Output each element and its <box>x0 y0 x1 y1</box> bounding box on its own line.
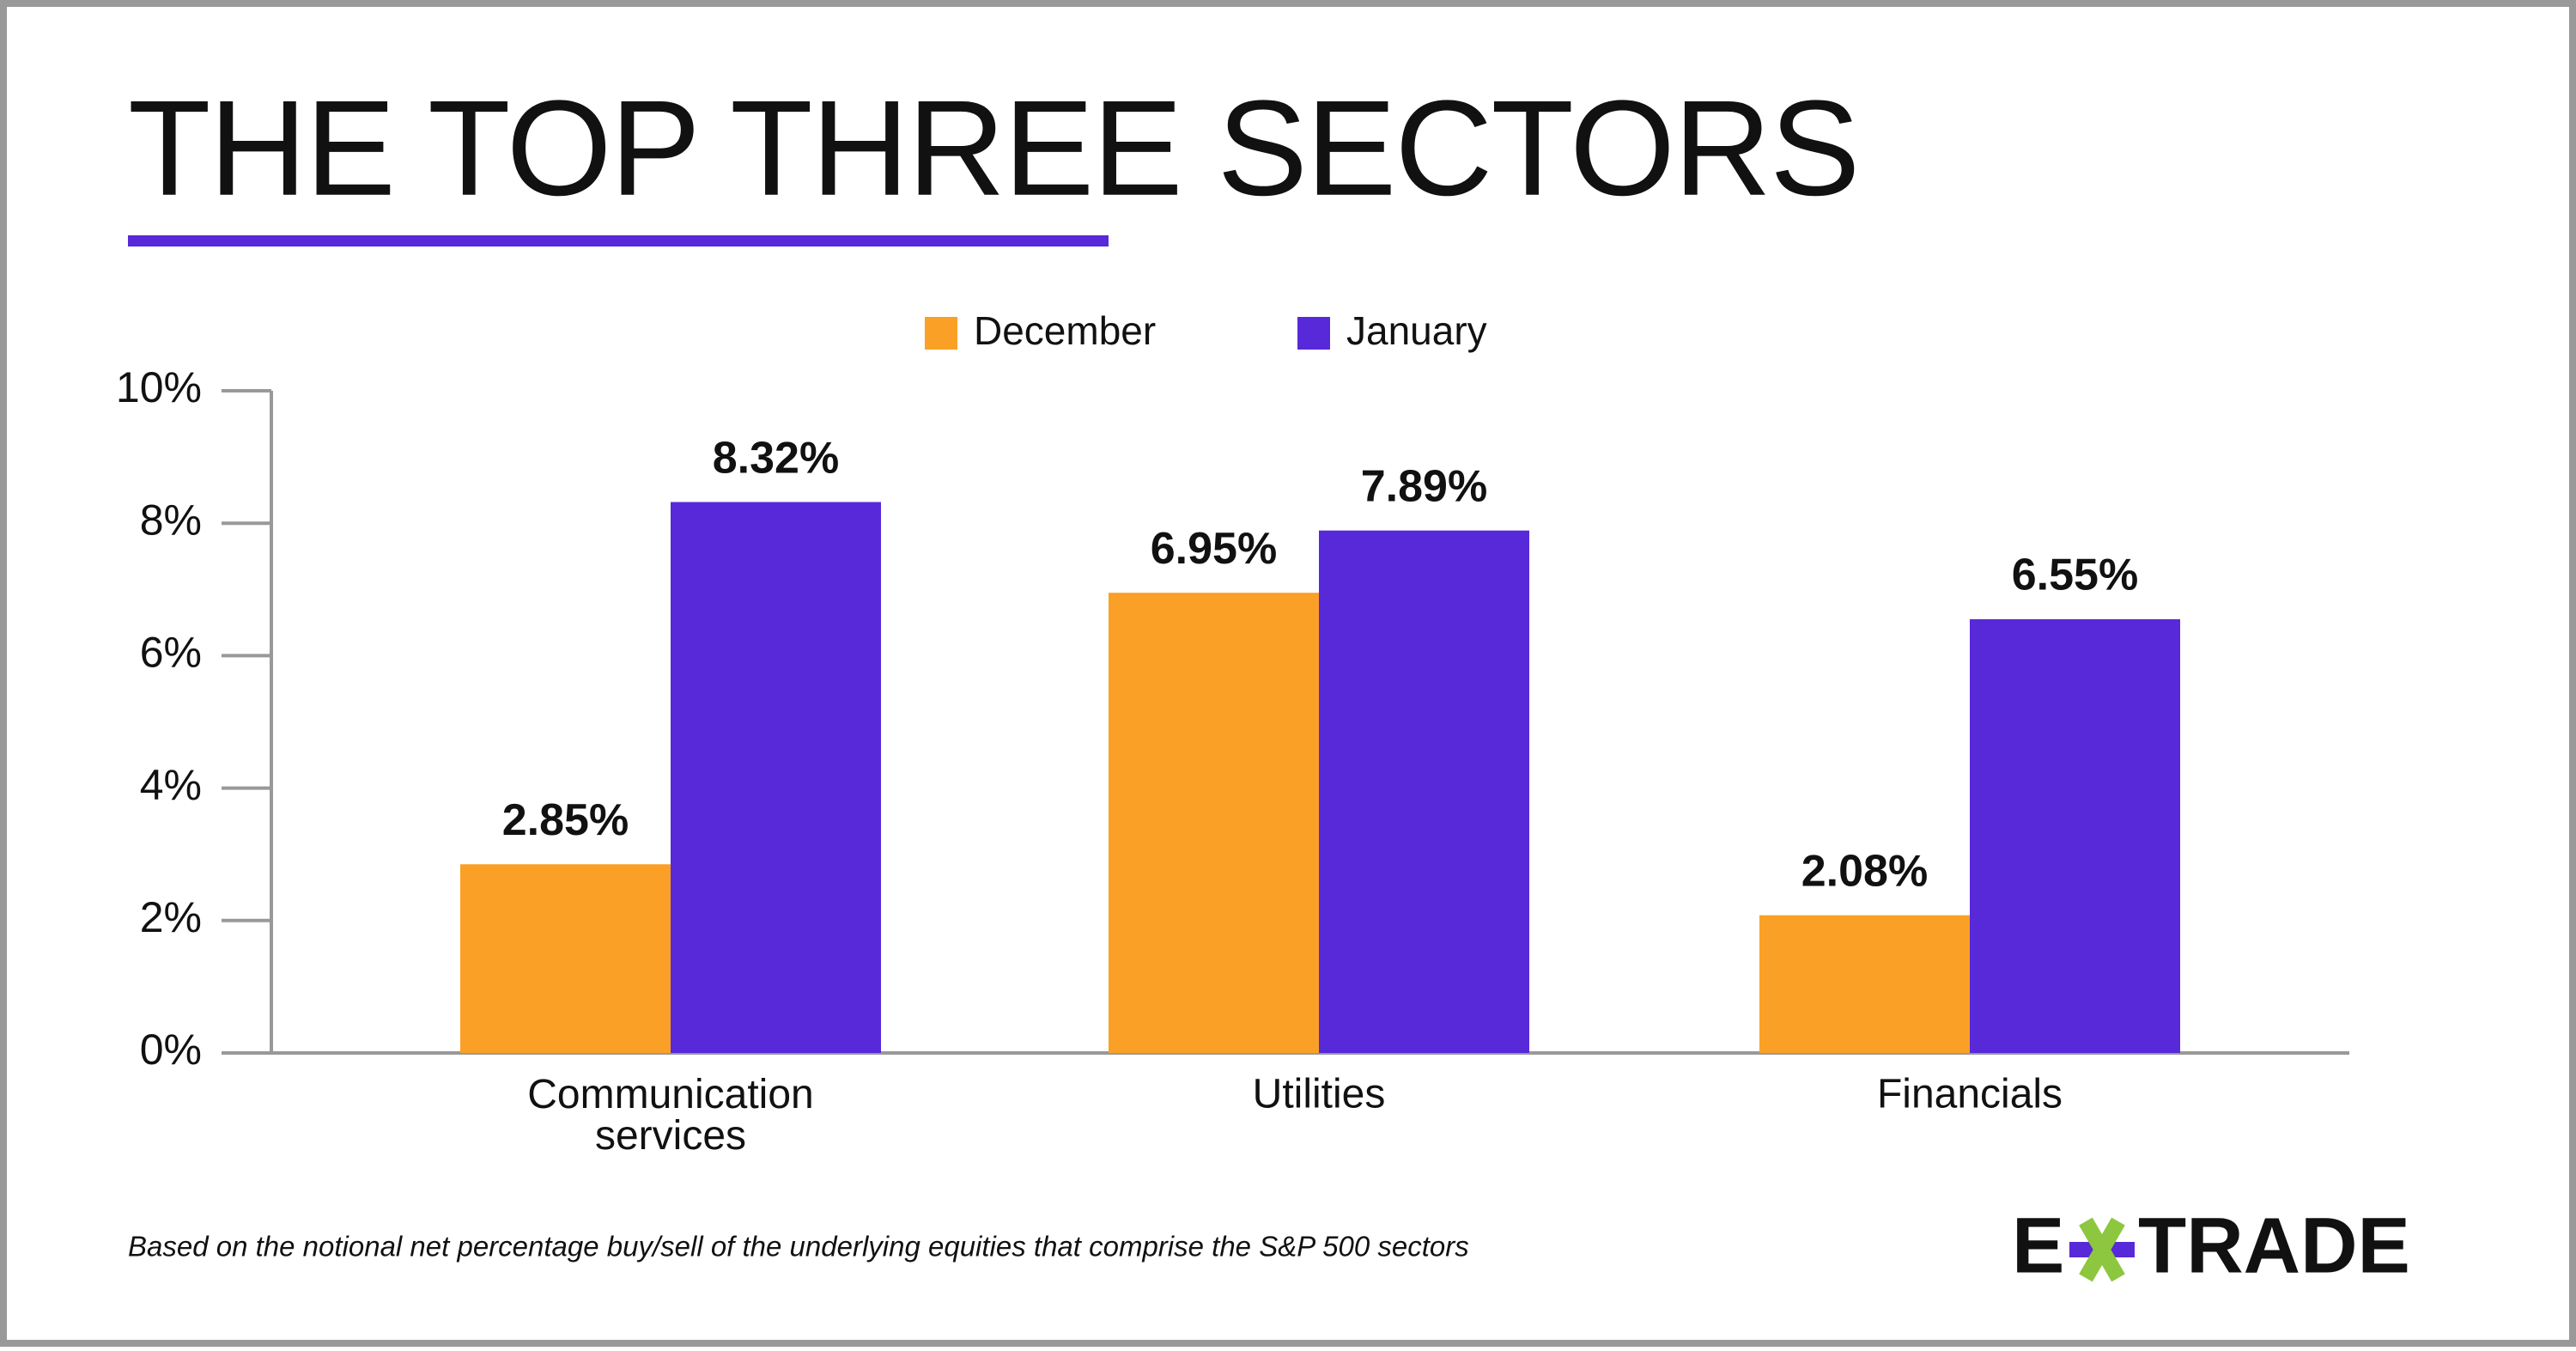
x-tick-label: Utilities <box>1253 1072 1386 1117</box>
bar <box>1970 618 2180 1053</box>
legend-label: January <box>1346 308 1487 353</box>
legend-swatch <box>1297 317 1330 350</box>
bar <box>1759 915 1970 1053</box>
value-label: 2.85% <box>502 795 629 845</box>
logo-right: TRADE <box>2138 1202 2410 1289</box>
logo-star <box>2069 1217 2135 1282</box>
bar <box>460 864 671 1053</box>
footnote: Based on the notional net percentage buy… <box>128 1231 1469 1263</box>
y-tick-label: 0% <box>140 1025 202 1074</box>
y-tick-label: 10% <box>116 363 202 411</box>
chart-title: THE TOP THREE SECTORS <box>128 73 1858 224</box>
logo: E TRADE <box>2012 1202 2410 1289</box>
value-label: 7.89% <box>1361 461 1487 511</box>
value-label: 8.32% <box>713 433 839 483</box>
bar <box>1319 530 1529 1053</box>
title-underline <box>128 235 1109 246</box>
logo-bar <box>2079 1217 2125 1282</box>
value-label: 6.55% <box>2012 551 2138 600</box>
x-tick-label: Communication services <box>527 1072 813 1159</box>
y-tick-label: 8% <box>140 496 202 544</box>
x-tick-label: Financials <box>1877 1072 2063 1117</box>
bar <box>671 502 881 1053</box>
logo-left: E <box>2012 1202 2064 1289</box>
value-label: 2.08% <box>1801 846 1928 896</box>
legend-swatch <box>925 317 957 350</box>
bar <box>1109 593 1319 1053</box>
y-tick-label: 4% <box>140 761 202 809</box>
y-tick-label: 2% <box>140 893 202 941</box>
value-label: 6.95% <box>1151 524 1277 574</box>
legend-label: December <box>974 308 1156 353</box>
y-tick-label: 6% <box>140 629 202 677</box>
